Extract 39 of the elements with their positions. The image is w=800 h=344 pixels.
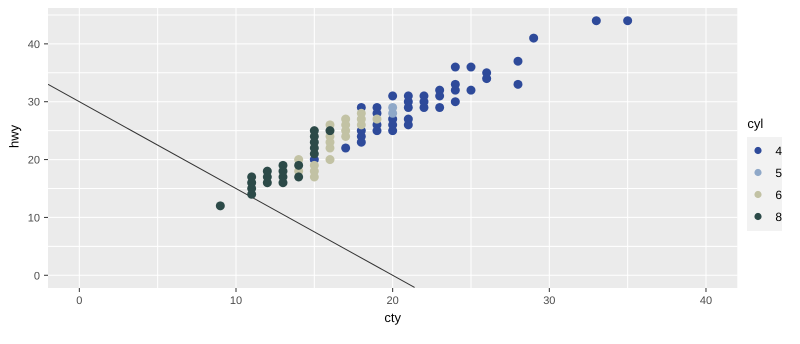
- y-tick-label: 30: [28, 96, 40, 109]
- x-tick-label: 20: [386, 295, 399, 307]
- point: [325, 155, 335, 164]
- point: [466, 62, 476, 72]
- y-tick-label: 40: [28, 38, 40, 51]
- point: [341, 143, 350, 153]
- y-tick-label: 0: [34, 270, 40, 282]
- point: [592, 16, 601, 26]
- point: [388, 91, 398, 100]
- y-tick-label: 10: [28, 212, 40, 224]
- point: [466, 86, 476, 95]
- x-tick-label: 40: [700, 295, 712, 307]
- legend-label: 5: [775, 166, 782, 180]
- point: [513, 56, 522, 66]
- x-axis-title: cty: [384, 310, 402, 325]
- x-tick-label: 10: [230, 295, 242, 307]
- x-tick-label: 0: [76, 295, 82, 307]
- legend-label: 4: [775, 144, 782, 158]
- legend-title: cyl: [747, 116, 764, 130]
- point: [294, 160, 304, 170]
- point: [513, 80, 522, 89]
- x-tick-label: 30: [543, 295, 556, 307]
- point: [529, 34, 538, 43]
- point: [278, 160, 288, 170]
- point: [216, 201, 225, 210]
- y-tick-label: 20: [28, 154, 40, 167]
- legend-label: 6: [775, 188, 782, 202]
- point: [435, 103, 444, 112]
- legend-label: 8: [775, 210, 782, 224]
- point: [623, 16, 632, 26]
- point: [404, 103, 413, 112]
- point: [372, 114, 382, 124]
- point: [294, 172, 304, 182]
- y-axis-title: hwy: [6, 124, 22, 148]
- point: [450, 62, 460, 72]
- point: [450, 97, 460, 106]
- point: [372, 126, 382, 136]
- point: [325, 126, 335, 136]
- point: [419, 103, 429, 112]
